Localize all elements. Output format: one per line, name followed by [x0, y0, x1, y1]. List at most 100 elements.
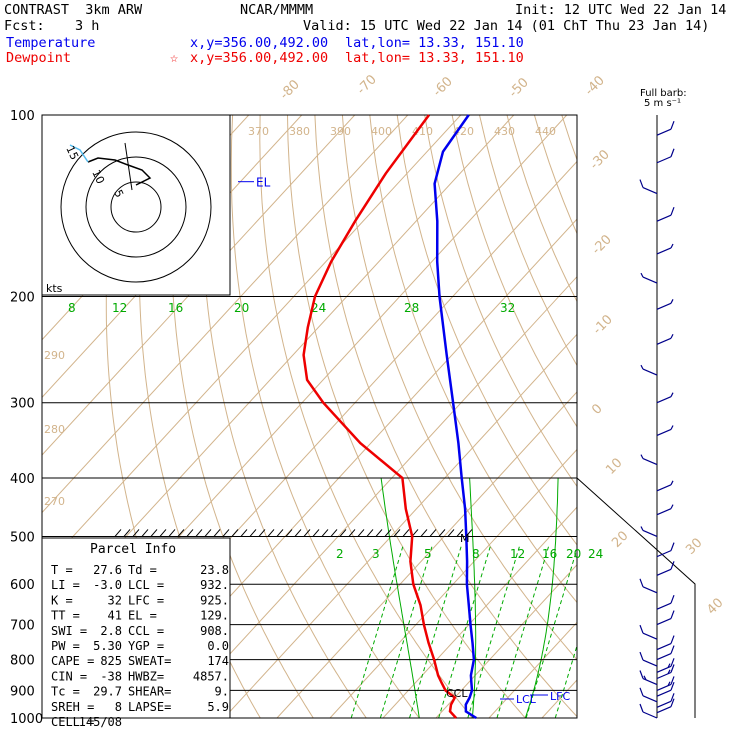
theta-label: 280 — [44, 423, 65, 436]
wind-barb — [639, 578, 658, 594]
dewpoint-legend: Dewpoint — [6, 50, 72, 66]
full-barb-label: Full barb: — [640, 88, 687, 99]
wind-barb-flag — [670, 698, 675, 707]
wind-barb-flag — [670, 645, 675, 654]
pressure-label: 400 — [10, 472, 35, 487]
wind-barb-flag — [670, 148, 675, 157]
wind-barb — [639, 179, 658, 195]
isotherm-line — [170, 275, 577, 718]
wind-barb — [640, 272, 658, 284]
theta-label: 410 — [412, 125, 433, 138]
freezing-hatch — [123, 529, 131, 537]
wind-barb-flag — [639, 578, 644, 588]
wind-barb-half — [667, 681, 671, 686]
isotherm-line — [595, 115, 740, 718]
dewpoint-line — [302, 114, 458, 719]
dry-adiabat — [396, 115, 577, 546]
wind-barb-shaft — [656, 671, 672, 680]
parcel-field-label: K = — [51, 593, 73, 607]
moist-adiabat-label: 8 — [68, 301, 76, 315]
freezing-hatch — [150, 529, 158, 537]
dewpoint-marker-icon: ☆ — [170, 50, 179, 66]
freezing-hatch — [447, 529, 455, 537]
dewpoint-xy: x,y=356.00,492.00 — [190, 50, 329, 66]
freezing-hatch — [321, 529, 329, 537]
dry-adiabat — [451, 115, 577, 428]
isotherm-label: 0 — [589, 401, 605, 417]
wind-barb-shaft — [656, 302, 672, 310]
freezing-hatch — [276, 529, 284, 537]
dry-adiabat — [230, 115, 420, 718]
parcel-field-label: LAPSE= — [128, 700, 171, 714]
parcel-field-label: LI = — [51, 578, 80, 592]
wind-barb-flag — [639, 651, 644, 661]
dry-adiabat — [341, 115, 577, 661]
mixing-ratio-label: 20 — [566, 547, 581, 561]
dry-adiabat — [259, 115, 473, 718]
dry-adiabat — [672, 115, 740, 731]
forecast-hour: 3 h — [75, 18, 100, 34]
parcel-field-value: 925. — [200, 593, 229, 607]
theta-label: 390 — [330, 125, 351, 138]
isotherm-label: 40 — [704, 596, 726, 618]
freezing-hatch — [177, 529, 185, 537]
wind-barb-half — [643, 675, 647, 681]
wind-barb-flag — [670, 120, 675, 130]
parcel-field-value: 129. — [200, 609, 229, 623]
wind-barb — [656, 594, 675, 610]
pressure-label: 800 — [10, 654, 35, 669]
wind-barb — [656, 698, 675, 714]
wind-barb — [656, 148, 675, 164]
parcel-field-value: 29.7 — [93, 685, 122, 699]
parcel-field-label: T = — [51, 563, 73, 577]
lower-boundary — [576, 477, 696, 718]
parcel-field-label: SHEAR= — [128, 685, 171, 699]
theta-label: 400 — [371, 125, 392, 138]
wind-barb-flag — [670, 542, 675, 551]
isotherm-line — [42, 115, 356, 456]
parcel-info-title: Parcel Info — [90, 542, 176, 557]
freezing-hatch — [222, 529, 230, 537]
parcel-field-label: CIN = — [51, 669, 87, 683]
wind-barb-flag — [670, 635, 675, 644]
mixing-ratio-line — [350, 546, 404, 718]
wind-barb — [656, 542, 675, 558]
wind-barb-flag — [670, 206, 675, 216]
mixing-ratio-line — [496, 546, 549, 718]
wind-barb — [640, 454, 658, 466]
dry-adiabat — [314, 115, 577, 718]
pressure-label: 700 — [10, 619, 35, 634]
parcel-field-label: SWI = — [51, 624, 87, 638]
lcl-label: LCL — [516, 693, 537, 706]
dry-adiabat — [617, 115, 740, 731]
hodograph-unit: kts — [46, 282, 63, 295]
wind-barb — [639, 703, 658, 719]
wind-barb — [656, 333, 674, 345]
parcel-field-value: 32 — [108, 593, 122, 607]
parcel-field-label: HWBZ= — [128, 669, 164, 683]
dry-adiabat — [170, 115, 314, 718]
wind-barb-shaft — [642, 529, 658, 538]
freezing-hatch — [348, 529, 356, 537]
dry-adiabat — [287, 115, 526, 718]
parcel-field-label: CELL = — [51, 715, 94, 729]
isotherm-label: -40 — [582, 73, 608, 99]
wind-barb-shaft — [656, 337, 672, 345]
parcel-field-label: YGP = — [128, 639, 164, 653]
wind-barb-shaft — [656, 602, 672, 610]
wind-barb-shaft — [656, 550, 672, 558]
temperature-line — [433, 114, 477, 720]
wind-barb-flag — [639, 624, 644, 634]
parcel-field-value: 174 — [207, 654, 229, 668]
hodograph-ring-label: 5 — [111, 188, 126, 200]
wind-barb-shaft — [656, 484, 672, 492]
freezing-hatch — [456, 529, 464, 537]
parcel-field-value: 2.8 — [100, 624, 122, 638]
dry-adiabat — [644, 115, 740, 731]
wind-barb-flag — [670, 664, 675, 673]
mixing-ratio-label: 2 — [336, 547, 344, 561]
wind-barb — [656, 610, 675, 626]
wind-barb — [640, 526, 658, 538]
mixing-ratio-line — [409, 546, 462, 718]
